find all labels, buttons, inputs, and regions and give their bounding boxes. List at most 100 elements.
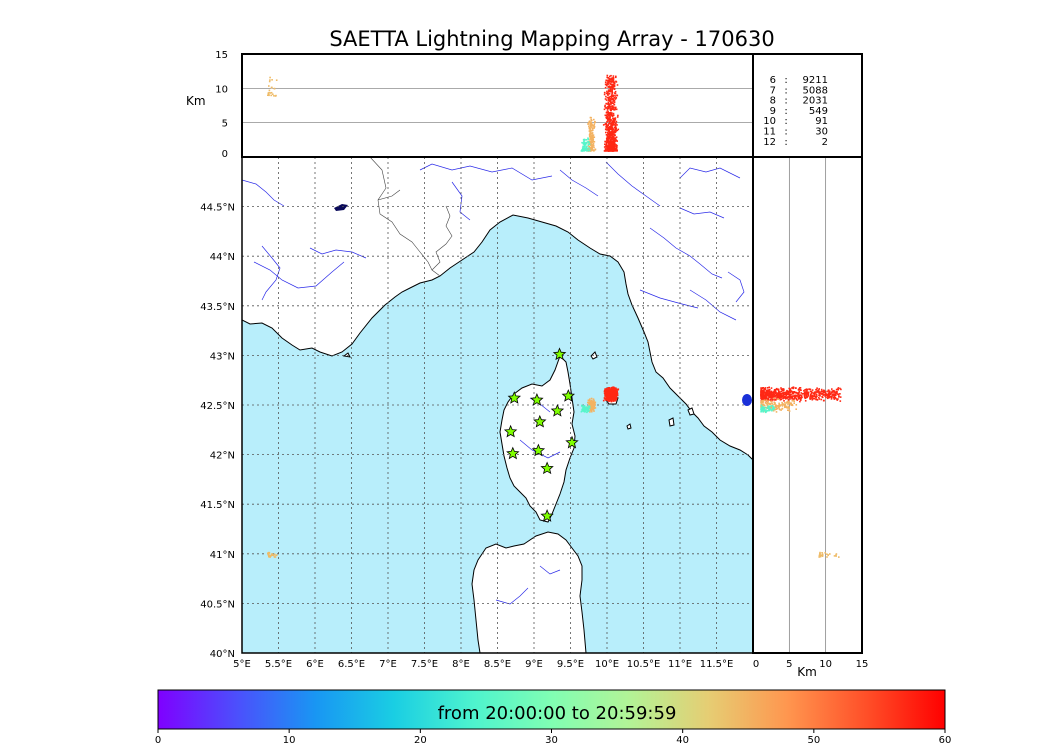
source-point [777, 394, 779, 397]
source-point [797, 388, 800, 390]
lon-alt-background [242, 54, 753, 157]
source-point [614, 390, 616, 393]
source-point [762, 403, 765, 406]
station-star-marker [561, 389, 575, 402]
source-point [789, 398, 791, 400]
source-point [811, 398, 814, 401]
source-point [606, 139, 608, 141]
source-point [800, 394, 802, 397]
colorbar-time-range: from 20:00:00 to 20:59:59 [438, 703, 677, 724]
source-point [609, 83, 611, 85]
source-point [606, 137, 608, 140]
station-star-marker [503, 424, 518, 438]
source-point [607, 94, 609, 96]
source-point [594, 407, 597, 409]
source-point [589, 149, 592, 152]
source-point [584, 145, 587, 147]
source-point [614, 108, 617, 110]
source-point [606, 136, 608, 138]
source-point [769, 398, 772, 401]
source-point [610, 137, 613, 139]
source-point [604, 143, 606, 146]
source-point [610, 143, 613, 145]
colorbar-tick-label: 40 [676, 735, 689, 746]
source-point [592, 129, 594, 132]
source-point [611, 149, 613, 152]
source-point [607, 92, 609, 95]
source-point [613, 82, 616, 85]
lat-tick-label: 41.5°N [200, 500, 235, 511]
source-point [615, 97, 618, 99]
source-point [615, 136, 618, 138]
source-point [770, 398, 773, 400]
source-point [785, 397, 788, 399]
source-point [586, 411, 588, 414]
source-point [791, 400, 794, 402]
source-point [787, 390, 789, 393]
source-point [608, 150, 611, 152]
source-point [774, 408, 777, 411]
source-point [593, 410, 595, 412]
time-colorbar: from 20:00:00 to 20:59:59 0 10 20 30 40 50 60 [155, 689, 951, 746]
source-point [589, 398, 591, 400]
source-point [815, 395, 817, 398]
count-separator: : [784, 137, 787, 148]
source-point [615, 146, 618, 149]
count-separator: : [784, 75, 787, 86]
source-point [763, 387, 766, 390]
source-point [589, 122, 592, 125]
source-point [613, 101, 616, 104]
source-point [838, 556, 840, 558]
count-value: 5088 [803, 85, 828, 96]
source-point [591, 129, 593, 132]
source-point [613, 121, 616, 124]
source-point [830, 398, 833, 400]
source-point [611, 389, 613, 392]
source-point [593, 146, 595, 149]
source-point [593, 124, 595, 127]
source-point [611, 142, 614, 145]
source-point [617, 388, 620, 390]
source-point [769, 388, 771, 391]
source-point [606, 393, 608, 396]
source-point [611, 399, 613, 402]
source-point [611, 88, 613, 91]
count-value: 549 [809, 106, 828, 117]
source-point [605, 107, 607, 109]
source-point [270, 554, 273, 557]
source-point [612, 394, 614, 396]
source-point [818, 388, 820, 390]
lon-tick-label: 9°E [525, 659, 543, 670]
source-point [592, 404, 594, 406]
source-point [807, 395, 809, 398]
source-cluster [760, 397, 798, 413]
source-point [583, 140, 585, 143]
source-point [585, 139, 588, 141]
source-point [591, 408, 593, 411]
source-point [607, 112, 609, 114]
source-point [607, 101, 610, 103]
source-point [587, 137, 589, 139]
source-point [588, 407, 591, 409]
lat-tick-label: 40°N [210, 649, 235, 660]
lat-tick-label: 40.5°N [200, 599, 235, 610]
source-point [613, 129, 615, 131]
lat-tick-label: 44°N [210, 252, 235, 263]
source-point [821, 555, 824, 557]
source-point [780, 387, 782, 389]
source-point [609, 136, 612, 139]
source-point [590, 143, 592, 146]
source-point [608, 107, 610, 110]
source-point [615, 391, 617, 394]
source-point [589, 116, 592, 119]
source-point [591, 147, 593, 150]
station-star-marker [506, 446, 520, 460]
source-point [839, 393, 841, 395]
source-point [604, 83, 607, 86]
source-point [833, 555, 836, 557]
source-point [764, 397, 767, 400]
source-point [581, 149, 584, 151]
source-point [780, 409, 782, 411]
source-point [608, 397, 611, 399]
source-point [590, 148, 592, 151]
